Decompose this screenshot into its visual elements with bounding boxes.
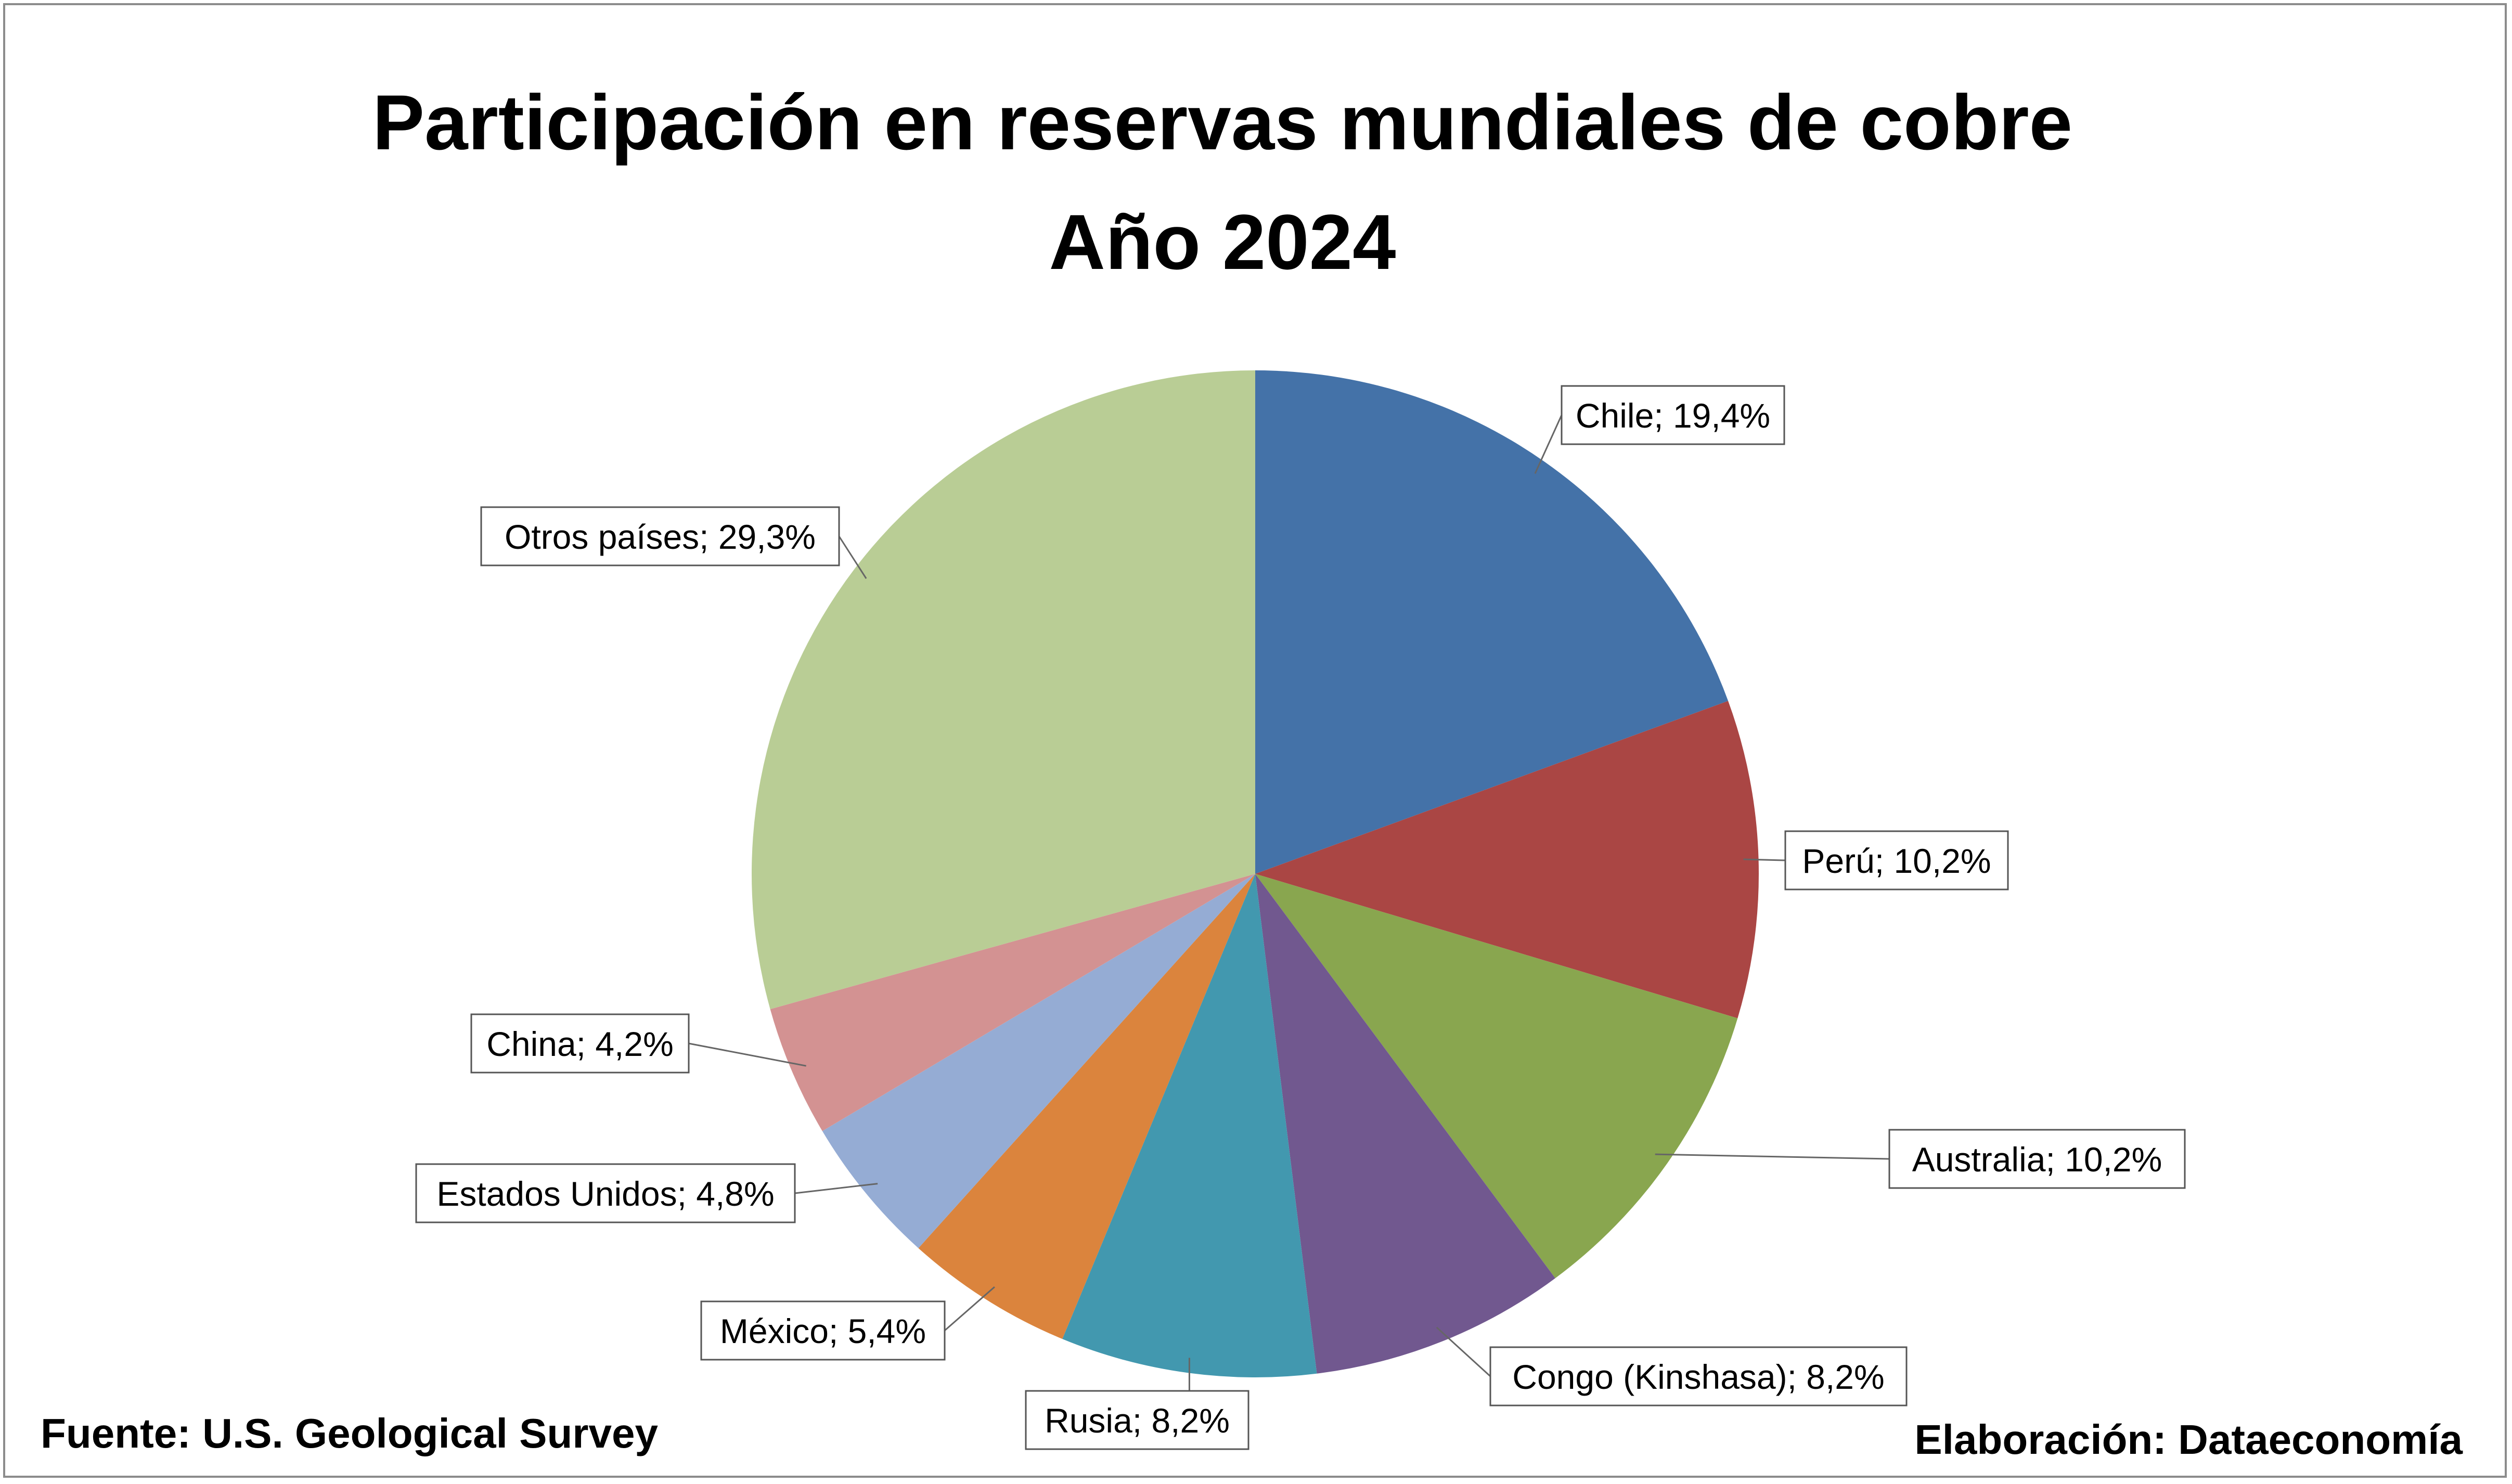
pie-slice-china — [770, 874, 1255, 1131]
pie-slices — [752, 370, 1759, 1377]
data-label-peru: Perú; 10,2% — [1802, 842, 1991, 880]
source-note: Fuente: U.S. Geological Survey — [41, 1410, 658, 1456]
leader-line-chile — [1534, 415, 1563, 474]
pie-slice-estados-unidos — [822, 874, 1255, 1248]
leader-line-peru — [1743, 858, 1786, 861]
chart-title: Participación en reservas mundiales de c… — [372, 79, 2073, 166]
pie-slice-chile — [1255, 370, 1729, 874]
leader-line-otros-paises — [838, 536, 867, 579]
data-label-chile: Chile; 19,4% — [1576, 396, 1770, 435]
data-label-box-mexico — [700, 1300, 946, 1361]
leader-line-congo-kinshasa — [1436, 1326, 1491, 1377]
data-label-otros-paises: Otros países; 29,3% — [505, 518, 816, 556]
data-label-mexico: México; 5,4% — [720, 1312, 926, 1350]
pie-slice-otros-paises — [752, 370, 1255, 1010]
chart-subtitle: Año 2024 — [1049, 198, 1396, 286]
data-label-box-australia — [1888, 1129, 2186, 1189]
data-label-box-peru — [1784, 830, 2009, 891]
data-label-rusia: Rusia; 8,2% — [1045, 1401, 1230, 1440]
leader-line-mexico — [944, 1286, 995, 1332]
data-label-estados-unidos: Estados Unidos; 4,8% — [436, 1175, 774, 1213]
data-label-box-rusia — [1025, 1390, 1249, 1450]
data-label-australia: Australia; 10,2% — [1912, 1140, 2162, 1179]
data-label-box-china — [470, 1013, 690, 1074]
leader-line-estados-unidos — [794, 1183, 878, 1194]
data-label-china: China; 4,2% — [486, 1025, 674, 1063]
data-label-box-congo-kinshasa — [1489, 1346, 1908, 1406]
data-label-box-otros-paises — [480, 506, 840, 566]
pie-slice-mexico — [918, 874, 1255, 1339]
pie-slice-australia — [1255, 874, 1738, 1279]
pie-slice-rusia — [1062, 874, 1317, 1377]
data-label-box-chile — [1561, 385, 1785, 445]
leader-line-china — [688, 1042, 806, 1067]
data-label-congo-kinshasa: Congo (Kinshasa); 8,2% — [1512, 1358, 1884, 1396]
pie-slice-peru — [1255, 701, 1759, 1018]
leader-line-australia — [1655, 1153, 1890, 1160]
credit-note: Elaboración: Dataeconomía — [1914, 1416, 2463, 1463]
data-labels: Chile; 19,4% Perú; 10,2% Australia; 10,2% C… — [415, 385, 2186, 1450]
data-label-box-estados-unidos — [415, 1163, 796, 1223]
pie-slice-congo-kinshasa — [1255, 874, 1555, 1374]
